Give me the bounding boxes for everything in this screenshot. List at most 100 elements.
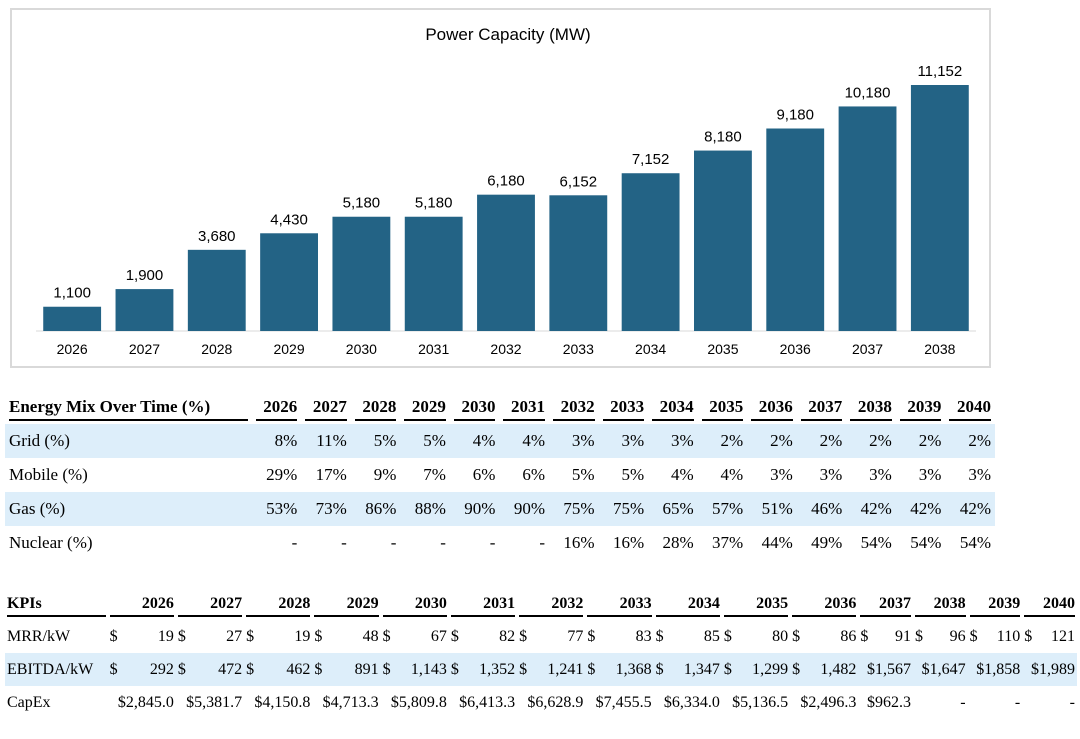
energy-mix-cell: 54% <box>910 533 942 552</box>
energy-mix-cell: 2% <box>796 424 847 458</box>
energy-mix-year-2027: 2027 <box>301 394 351 424</box>
energy-mix-cell: 11% <box>301 424 351 458</box>
bar-2030 <box>332 216 391 331</box>
power-capacity-chart: Power Capacity (MW) 1,100 2026 1,900 2027 3,… <box>10 8 991 368</box>
energy-mix-year-2026: 2026 <box>252 394 302 424</box>
energy-mix-cell: 5% <box>350 424 401 458</box>
x-tick-2036: 2036 <box>780 341 811 357</box>
kpi-cell: $5,381.7 <box>186 693 243 711</box>
energy-mix-cell: 42% <box>945 492 995 526</box>
energy-mix-year-2036: 2036 <box>747 394 797 424</box>
kpi-cell: $6,334.0 <box>663 693 720 711</box>
kpi-row-label: EBITDA/kW <box>5 653 108 686</box>
bar-2033 <box>549 195 608 331</box>
kpi-cell: $1,347 <box>653 653 722 686</box>
energy-mix-header-row: Energy Mix Over Time (%) 2026 2027 2028 2029… <box>5 394 995 424</box>
kpi-cell: $83 <box>587 627 652 645</box>
energy-mix-cell: - <box>291 533 298 552</box>
kpi-header-row: KPIs 2026 2027 2028 2029 2030 2031 2032 2033 2034… <box>5 592 1077 620</box>
kpi-cell: $19 <box>246 627 311 645</box>
energy-mix-row-label: Nuclear (%) <box>9 533 93 552</box>
energy-mix-title: Energy Mix Over Time (%) <box>5 394 252 424</box>
chart-svg: Power Capacity (MW) 1,100 2026 1,900 2027 3,… <box>36 25 976 357</box>
x-tick-2030: 2030 <box>346 341 377 357</box>
energy-mix-cell: 29% <box>266 465 298 484</box>
energy-mix-cell: 2% <box>895 424 946 458</box>
kpi-cell: $121 <box>1024 627 1075 645</box>
kpi-cell: $1,352 <box>448 653 518 686</box>
energy-mix-cell: 3% <box>648 424 698 458</box>
bar-2036 <box>766 128 825 331</box>
data-label-2028: 3,680 <box>198 228 236 245</box>
energy-mix-cell: 9% <box>373 465 397 484</box>
kpi-cell: $85 <box>655 627 720 645</box>
energy-mix-cell: 3% <box>869 465 892 484</box>
energy-mix-cell: 90% <box>499 492 550 526</box>
kpi-cell: $77 <box>519 627 584 645</box>
energy-mix-cell: 73% <box>301 492 351 526</box>
kpi-cell: $82 <box>450 627 516 645</box>
data-label-2030: 5,180 <box>343 195 381 212</box>
energy-mix-year-2031: 2031 <box>499 394 549 424</box>
kpi-cell: $962.3 <box>866 693 911 711</box>
kpi-cell: $1,482 <box>790 653 859 686</box>
kpi-year-2038: 2038 <box>913 592 968 620</box>
energy-mix-cell: 7% <box>423 465 446 484</box>
kpi-cell: $1,989 <box>1022 653 1077 686</box>
kpi-row: MRR/kW $19 $27 $19 $48 $67 $82 $77 $83 $85 $80 $86 $… <box>5 620 1077 653</box>
data-label-2027: 1,900 <box>126 267 164 284</box>
energy-mix-cell: 42% <box>895 492 946 526</box>
kpi-year-2027: 2027 <box>176 592 244 620</box>
energy-mix-year-2037: 2037 <box>797 394 847 424</box>
energy-mix-cell: 2% <box>697 424 748 458</box>
data-label-2035: 8,180 <box>704 129 742 146</box>
data-label-2038: 11,152 <box>917 63 962 80</box>
energy-mix-cell: 46% <box>796 492 847 526</box>
kpi-cell: $27 <box>177 627 243 645</box>
kpi-cell: $1,299 <box>721 653 791 686</box>
energy-mix-cell: - <box>539 533 546 552</box>
energy-mix-cell: 6% <box>522 465 546 484</box>
kpi-cell: - <box>1014 693 1021 711</box>
x-tick-2034: 2034 <box>635 341 666 357</box>
kpi-cell: $1,858 <box>967 653 1023 686</box>
energy-mix-row-label: Grid (%) <box>5 424 252 458</box>
energy-mix-row: Nuclear (%) - - - - - -16% 16% 28% 37% 44% 49% 54% 54… <box>5 526 995 560</box>
kpi-year-2029: 2029 <box>312 592 380 620</box>
energy-mix-cell: 3% <box>598 424 649 458</box>
data-label-2033: 6,152 <box>560 173 598 190</box>
energy-mix-year-2034: 2034 <box>648 394 698 424</box>
x-tick-2035: 2035 <box>707 341 738 357</box>
energy-mix-cell: 75% <box>598 492 649 526</box>
energy-mix-cell: - <box>440 533 446 552</box>
data-label-2037: 10,180 <box>845 84 891 101</box>
kpi-cell: $2,496.3 <box>800 693 857 711</box>
kpi-cell: - <box>1069 693 1075 711</box>
energy-mix-row-label: Mobile (%) <box>9 465 88 484</box>
bar-2035 <box>694 150 752 331</box>
energy-mix-cell: 3% <box>968 465 991 484</box>
kpi-table: KPIs 2026 2027 2028 2029 2030 2031 2032 2033 2034… <box>5 592 1077 719</box>
kpi-cell: $4,713.3 <box>322 693 379 711</box>
energy-mix-row: Grid (%) 8% 11% 5% 5% 4% 4% 3% 3% 3% 2% 2% 2% 2% 2% 2% <box>5 424 995 458</box>
energy-mix-cell: 3% <box>770 465 793 484</box>
energy-mix-cell: 86% <box>350 492 401 526</box>
energy-mix-year-2040: 2040 <box>945 394 995 424</box>
energy-mix-cell: 90% <box>449 492 500 526</box>
data-label-2026: 1,100 <box>53 285 91 302</box>
kpi-year-2035: 2035 <box>722 592 790 620</box>
x-tick-2029: 2029 <box>273 341 304 357</box>
x-tick-2033: 2033 <box>563 341 594 357</box>
energy-mix-cell: 3% <box>549 424 599 458</box>
energy-mix-cell: 49% <box>811 533 843 552</box>
kpi-row: CapEx $2,845.0 $5,381.7 $4,150.8 $4,713.3 $5,… <box>5 686 1077 719</box>
kpi-year-2028: 2028 <box>244 592 312 620</box>
kpi-cell: $67 <box>382 627 447 645</box>
bar-2034 <box>621 173 680 331</box>
energy-mix-cell: 2% <box>747 424 797 458</box>
kpi-cell: $2,845.0 <box>117 693 174 711</box>
energy-mix-year-2035: 2035 <box>698 394 748 424</box>
x-tick-2026: 2026 <box>57 341 88 357</box>
energy-mix-cell: 17% <box>315 465 347 484</box>
kpi-year-2034: 2034 <box>654 592 722 620</box>
